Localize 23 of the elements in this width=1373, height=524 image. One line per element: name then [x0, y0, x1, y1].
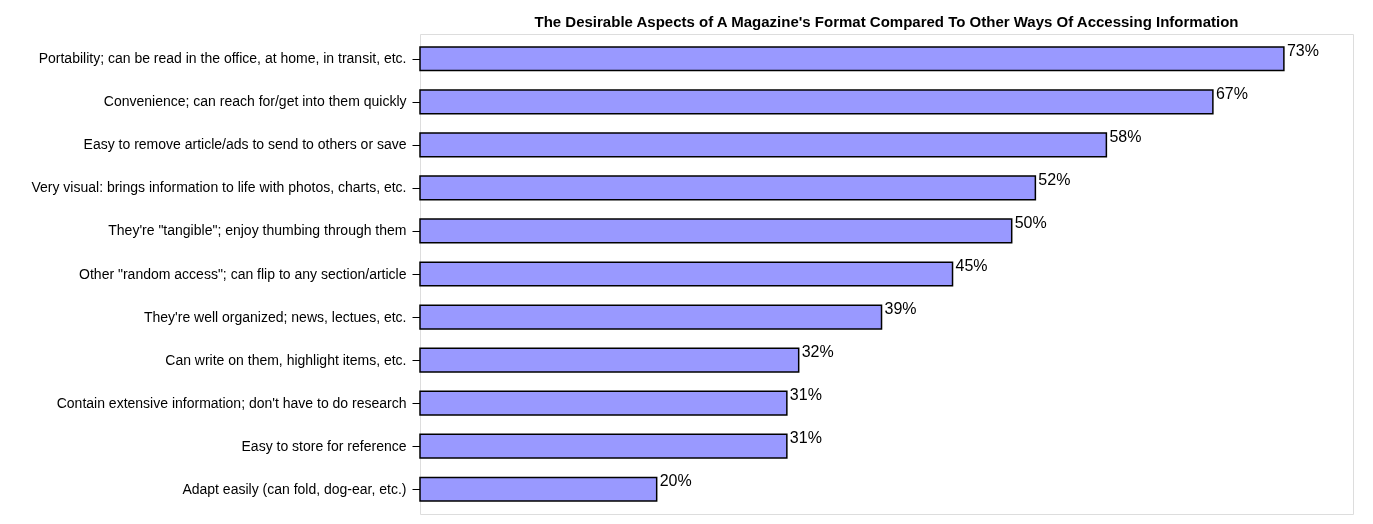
- data-label: 50%: [1014, 213, 1047, 231]
- data-label: 73%: [1286, 41, 1319, 59]
- y-tick-label: They're well organized; news, lectues, etc.: [143, 308, 407, 325]
- y-tick-label: Easy to remove article/ads to send to others or save: [83, 136, 407, 153]
- y-tick-label: Convenience; can reach for/get into them quickly: [103, 93, 407, 110]
- y-tick-label: Can write on them, highlight items, etc.: [165, 351, 407, 368]
- y-tick-label: Contain extensive information; don't have to do research: [56, 394, 407, 411]
- data-label: 52%: [1038, 170, 1071, 188]
- data-label: 31%: [789, 429, 822, 447]
- data-label: 58%: [1109, 127, 1142, 145]
- data-label: 39%: [884, 300, 917, 318]
- y-tick-label: They're "tangible"; enjoy thumbing through them: [108, 222, 407, 239]
- y-tick-label: Adapt easily (can fold, dog-ear, etc.): [182, 480, 407, 497]
- data-label: 45%: [955, 257, 988, 274]
- data-label: 67%: [1215, 84, 1248, 102]
- y-tick-label: Very visual: brings information to life with photos, charts, etc.: [31, 179, 407, 196]
- y-tick-label: Other "random access"; can flip to any section/article: [79, 265, 407, 282]
- data-label: 32%: [801, 343, 834, 361]
- y-tick-label: Portability; can be read in the office, at home, in transit, etc.: [38, 50, 407, 67]
- data-label: 20%: [659, 472, 692, 490]
- chart-title: The Desirable Aspects of A Magazine's Format Compared To Other Ways Of Accessing Information: [534, 13, 1239, 30]
- data-label: 31%: [789, 386, 822, 404]
- y-tick-label: Easy to store for reference: [241, 437, 407, 454]
